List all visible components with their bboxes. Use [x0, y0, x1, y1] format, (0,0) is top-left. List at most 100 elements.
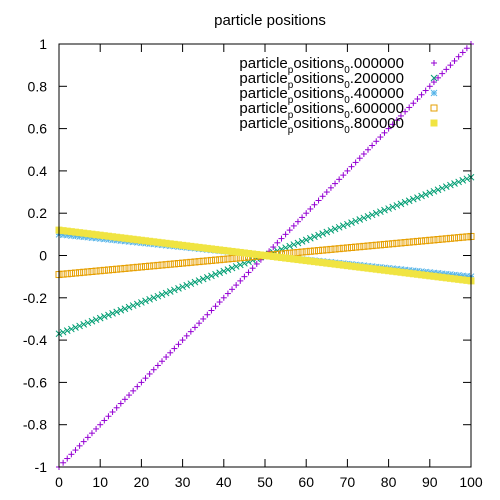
data-point: [385, 205, 392, 212]
data-point: [92, 316, 100, 324]
data-point: [282, 254, 290, 262]
data-point: [335, 245, 343, 253]
data-point: [76, 269, 84, 277]
data-point: [212, 303, 219, 310]
data-point: [426, 83, 433, 90]
data-point: [294, 218, 301, 225]
data-point: [146, 237, 154, 245]
data-point: [380, 266, 388, 274]
data-point: [430, 272, 438, 280]
data-point: [414, 194, 421, 201]
data-point: [212, 270, 219, 278]
data-point: [72, 447, 79, 454]
data-point: [208, 272, 215, 280]
data-point: [158, 239, 166, 247]
data-point: [446, 274, 454, 282]
data-point: [76, 322, 83, 330]
data-point: [129, 302, 137, 309]
data-point: [204, 311, 211, 318]
data-point: [365, 146, 371, 153]
data-point: [336, 176, 343, 183]
data-point: [315, 231, 322, 239]
legend: particlepositions0.000000particlepositio…: [239, 55, 438, 136]
data-point: [71, 269, 79, 277]
data-point: [133, 236, 141, 244]
data-point: [174, 241, 182, 249]
data-point: [224, 247, 232, 255]
data-point: [290, 249, 298, 257]
data-point: [340, 172, 347, 179]
data-point: [356, 263, 364, 271]
data-point: [327, 260, 335, 268]
data-point: [195, 277, 203, 284]
data-point: [447, 62, 454, 69]
data-point: [298, 248, 306, 256]
data-point: [463, 233, 471, 241]
data-point: [93, 425, 100, 432]
data-point: [183, 281, 191, 289]
data-point: [233, 282, 240, 289]
data-point: [310, 258, 318, 266]
data-point: [142, 263, 150, 271]
data-point: [306, 247, 314, 255]
data-point: [249, 256, 256, 264]
data-point: [224, 255, 232, 263]
data-point: [319, 246, 327, 254]
data-point: [290, 222, 297, 229]
data-point: [203, 257, 211, 265]
data-point: [438, 273, 446, 281]
x-tick-label: 10: [92, 474, 108, 490]
data-point: [282, 231, 289, 238]
x-tick-label: 50: [257, 474, 273, 490]
x-tick-label: 100: [459, 474, 483, 490]
data-point: [434, 236, 442, 244]
data-point: [183, 332, 190, 339]
data-point: [121, 264, 129, 272]
y-tick-label: 0.2: [28, 205, 48, 221]
data-point: [146, 262, 154, 270]
data-point: [414, 95, 421, 102]
data-point: [159, 358, 165, 365]
data-point: [277, 254, 285, 262]
data-point: [236, 248, 244, 256]
legend-label: particlepositions0.600000: [239, 100, 404, 121]
data-point: [133, 263, 141, 271]
data-point: [158, 291, 166, 298]
data-point: [138, 299, 145, 306]
data-point: [113, 308, 121, 316]
data-point: [311, 233, 318, 241]
data-point: [220, 294, 227, 301]
x-tick-label: 80: [381, 474, 397, 490]
data-point: [409, 238, 417, 246]
data-point: [137, 263, 145, 271]
data-point: [459, 276, 467, 284]
legend-label: particlepositions0.200000: [239, 70, 404, 91]
data-point: [195, 258, 203, 266]
data-point: [443, 66, 450, 73]
legend-marker: [431, 60, 437, 66]
data-point: [348, 163, 355, 170]
data-point: [84, 319, 92, 327]
data-point: [138, 379, 145, 386]
data-point: [84, 268, 92, 276]
data-point: [323, 246, 331, 254]
data-point: [385, 240, 393, 248]
series-4: [55, 226, 475, 285]
data-point: [323, 259, 331, 267]
data-point: [451, 275, 459, 283]
data-point: [71, 228, 79, 236]
data-point: [405, 238, 413, 246]
data-point: [286, 242, 294, 250]
data-point: [88, 317, 96, 325]
data-point: [84, 230, 92, 238]
data-point: [183, 259, 191, 267]
data-point: [150, 238, 158, 246]
data-point: [154, 261, 162, 269]
data-point: [409, 270, 417, 278]
data-point: [59, 227, 67, 235]
y-tick-label: 1: [39, 36, 47, 52]
data-point: [257, 251, 265, 259]
data-point: [426, 272, 434, 280]
data-point: [426, 236, 434, 244]
data-point: [409, 195, 417, 203]
